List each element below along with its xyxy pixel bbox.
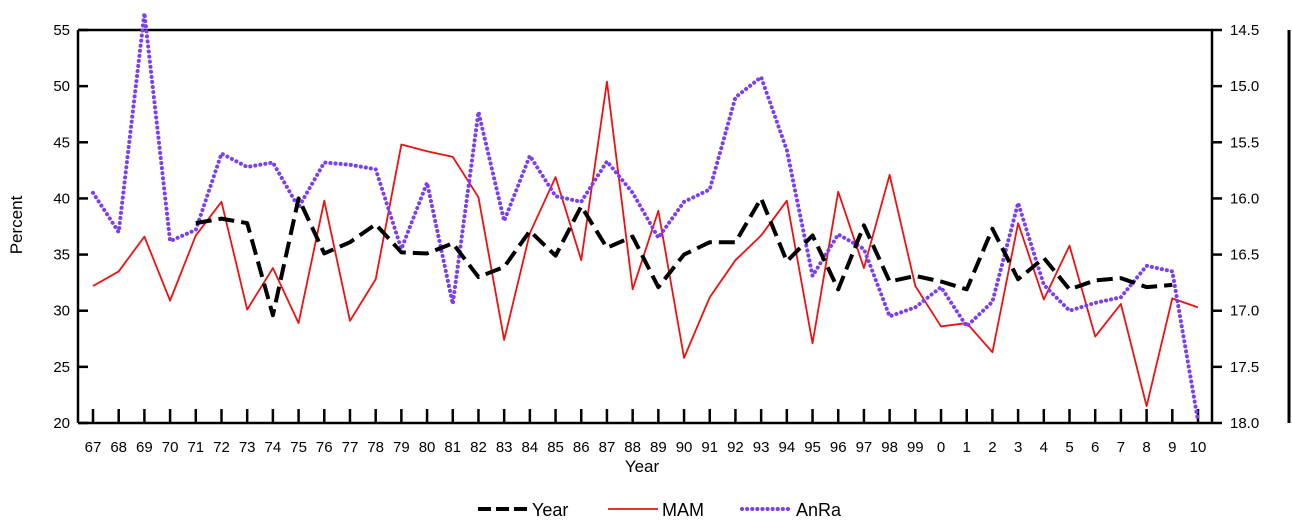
y2-tick-label: 16.0: [1230, 190, 1259, 207]
y-tick-label: 40: [53, 190, 70, 207]
x-tick-label: 73: [239, 439, 256, 456]
x-tick-label: 94: [778, 439, 795, 456]
y2-tick-label: 15.0: [1230, 78, 1259, 95]
x-tick-label: 9: [1168, 439, 1176, 456]
x-tick-label: 72: [213, 439, 230, 456]
x-tick-label: 75: [290, 439, 307, 456]
y2-tick-label: 17.5: [1230, 359, 1259, 376]
legend-label-year: Year: [532, 500, 568, 520]
y-tick-label: 50: [53, 78, 70, 95]
x-axis-title: Year: [625, 457, 660, 476]
y-tick-label: 20: [53, 415, 70, 432]
series-line-year: [195, 196, 1173, 318]
legend-label-mam: MAM: [662, 500, 704, 520]
x-tick-label: 89: [650, 439, 667, 456]
x-tick-label: 6: [1091, 439, 1099, 456]
x-tick-label: 0: [937, 439, 945, 456]
x-tick-label: 84: [522, 439, 539, 456]
y2-tick-label: 14.5: [1230, 22, 1259, 39]
y2-tick-label: 15.5: [1230, 134, 1259, 151]
x-tick-label: 3: [1014, 439, 1022, 456]
x-tick-label: 85: [547, 439, 564, 456]
x-tick-label: 96: [830, 439, 847, 456]
legend: Year MAM AnRa: [478, 500, 842, 520]
y2-tick-label: 16.5: [1230, 247, 1259, 264]
x-tick-label: 97: [856, 439, 873, 456]
x-tick-label: 86: [573, 439, 590, 456]
axes: [76, 28, 1291, 425]
x-tick-label: 92: [727, 439, 744, 456]
x-tick-label: 95: [804, 439, 821, 456]
x-tick-label: 10: [1190, 439, 1207, 456]
x-tick-label: 91: [701, 439, 718, 456]
x-tick-label: 83: [496, 439, 513, 456]
y-tick-label: 45: [53, 134, 70, 151]
x-tick-label: 99: [907, 439, 924, 456]
x-tick-label: 69: [136, 439, 153, 456]
x-tick-label: 82: [470, 439, 487, 456]
x-tick-label: 87: [599, 439, 616, 456]
x-tick-label: 4: [1040, 439, 1048, 456]
x-tick-label: 77: [342, 439, 359, 456]
x-tick-label: 79: [393, 439, 410, 456]
y-tick-label: 25: [53, 359, 70, 376]
y-tick-label: 55: [53, 22, 70, 39]
series-line-anra: [91, 11, 1200, 423]
legend-label-anra: AnRa: [796, 500, 842, 520]
x-tick-label: 93: [753, 439, 770, 456]
x-tick-label: 68: [110, 439, 127, 456]
x-tick-label: 70: [162, 439, 179, 456]
x-tick-label: 76: [316, 439, 333, 456]
y-tick-label: 35: [53, 247, 70, 264]
plot-area: [91, 11, 1200, 423]
x-tick-label: 74: [265, 439, 282, 456]
x-tick-label: 67: [85, 439, 102, 456]
x-tick-label: 88: [624, 439, 641, 456]
x-tick-label: 2: [988, 439, 996, 456]
x-tick-label: 80: [419, 439, 436, 456]
x-tick-label: 1: [963, 439, 971, 456]
x-tick-label: 8: [1142, 439, 1150, 456]
x-tick-label: 71: [187, 439, 204, 456]
y-tick-label: 30: [53, 303, 70, 320]
series-line-mam: [92, 80, 1199, 408]
x-tick-label: 81: [444, 439, 461, 456]
x-tick-label: 98: [881, 439, 898, 456]
y2-tick-label: 17.0: [1230, 303, 1259, 320]
x-tick-label: 90: [676, 439, 693, 456]
x-tick-label: 5: [1065, 439, 1073, 456]
x-tick-label: 78: [367, 439, 384, 456]
x-tick-label: 7: [1117, 439, 1125, 456]
y2-tick-label: 18.0: [1230, 415, 1259, 432]
y-axis-title: Percent: [7, 195, 26, 254]
